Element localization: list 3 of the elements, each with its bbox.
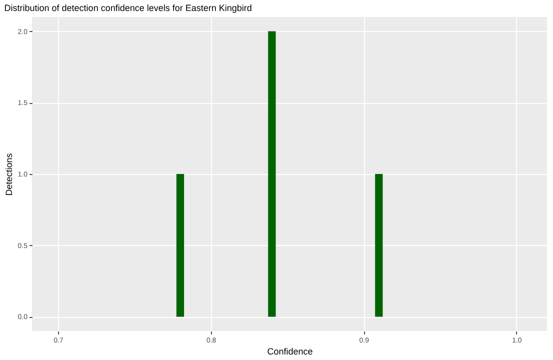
y-axis-title: Detections (4, 152, 14, 196)
x-axis-title: Confidence (267, 346, 313, 356)
chart-title: Distribution of detection confidence levels for Eastern Kingbird (4, 3, 252, 13)
